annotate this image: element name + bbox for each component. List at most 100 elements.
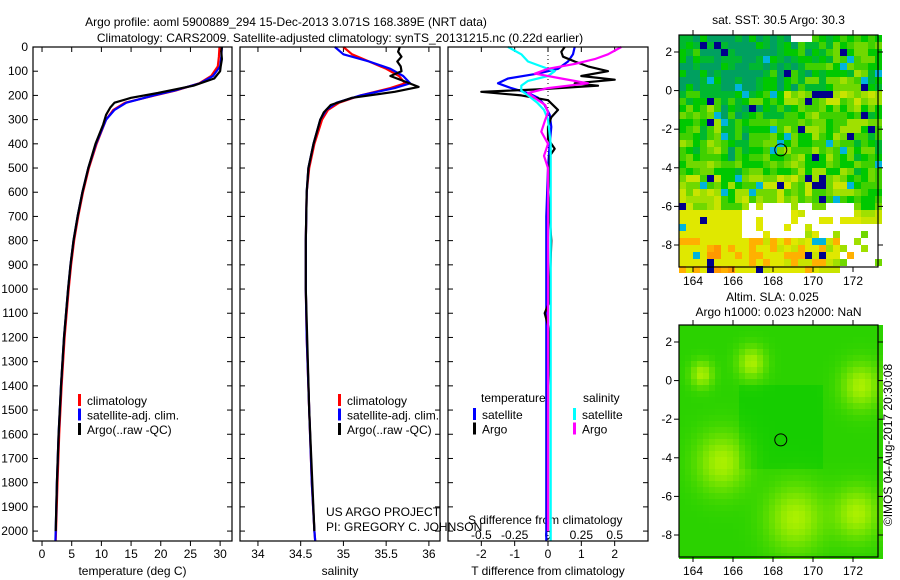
x-tick-label: 10	[95, 547, 109, 561]
y-tick-label: 1400	[1, 379, 28, 393]
map-y-tick-label: -2	[661, 412, 672, 426]
map-y-tick-label: 2	[665, 335, 672, 349]
legend-swatch	[473, 422, 476, 435]
map-field	[679, 325, 883, 559]
legend-label: satellite-adj. clim.	[87, 409, 179, 423]
legend: temperature salinitysatelliteArgosatellit…	[473, 391, 623, 437]
legend-label: Argo	[482, 423, 508, 437]
map-frame	[678, 34, 879, 268]
map-x-tick-label: 168	[763, 564, 783, 578]
y-tick-label: 1700	[1, 451, 28, 465]
y-tick-label: 1300	[1, 355, 28, 369]
x-tick-label: 35	[337, 547, 351, 561]
legend-label: Argo	[582, 423, 608, 437]
plot-frame	[447, 46, 649, 542]
legend-label: satellite	[482, 408, 523, 422]
y-tick-label: 200	[8, 88, 28, 102]
y-tick-label: 900	[8, 258, 28, 272]
x-tick-label: 35.5	[374, 547, 398, 561]
argo-position-marker	[774, 143, 788, 157]
map-y-tick-label: -6	[661, 489, 672, 503]
argo-position-marker	[774, 433, 788, 447]
x-tick-label: 5	[68, 547, 75, 561]
series-s-argo	[526, 46, 622, 532]
map-y-tick-label: -8	[661, 238, 672, 252]
x-axis-label: T difference from climatology	[471, 564, 625, 578]
figure-title-line1: Argo profile: aoml 5900889_294 15-Dec-20…	[85, 15, 487, 29]
legend-swatch	[338, 408, 341, 421]
map-x-tick-label: 170	[803, 274, 823, 288]
map-x-tick-label: 172	[843, 564, 863, 578]
y-tick-label: 1000	[1, 282, 28, 296]
legend-swatch	[573, 422, 576, 435]
s-tick-label: 0	[545, 528, 552, 542]
legend-label: climatology	[347, 394, 407, 408]
legend-header-temperature: temperature	[481, 391, 546, 405]
legend-swatch	[338, 394, 341, 406]
imos-stamp: ©IMOS 04-Aug-2017 20:30:08	[881, 364, 895, 527]
x-tick-label: 2	[611, 547, 618, 561]
x-tick-label: 20	[154, 547, 168, 561]
map-title: sat. SST: 30.5 Argo: 30.3	[712, 13, 845, 27]
legend-swatch	[573, 408, 576, 420]
map-x-tick-label: 166	[723, 564, 743, 578]
map-y-tick-label: -2	[661, 122, 672, 136]
map-x-tick-label: 166	[723, 274, 743, 288]
x-tick-label: 30	[213, 547, 227, 561]
figure-title-line2: Climatology: CARS2009. Satellite-adjuste…	[97, 31, 583, 45]
plot-frame	[239, 46, 441, 542]
map-y-tick-label: -8	[661, 528, 672, 542]
legend-header-salinity: salinity	[583, 391, 620, 405]
project-label: US ARGO PROJECT	[326, 505, 441, 519]
x-tick-label: 0	[545, 547, 552, 561]
plot-frame	[32, 46, 233, 542]
panel-salinity: 34 34.5 35 35.5 36 salinity climatologysatelli…	[239, 46, 441, 578]
map-y-tick-label: -4	[661, 451, 672, 465]
legend-swatch	[78, 408, 81, 421]
map-subtitle: Argo h1000: 0.023 h2000: NaN	[695, 305, 861, 319]
series-climatology	[54, 46, 221, 542]
y-tick-label: 1800	[1, 476, 28, 490]
legend-swatch	[78, 394, 81, 406]
legend-label: climatology	[87, 394, 147, 408]
map-sst: 164 166 168 170 172 2 0 -2 -4 -6 -8 sat. SST: 30.5 …	[661, 13, 883, 288]
series-argo	[304, 46, 420, 532]
x-tick-label: 25	[184, 547, 198, 561]
y-tick-label: 0	[21, 40, 28, 54]
x-tick-label: 34	[251, 547, 265, 561]
map-y-tick-label: 2	[665, 45, 672, 59]
s-tick-label: -0.25	[501, 528, 529, 542]
series-s-satellite	[507, 46, 556, 541]
y-tick-label: 500	[8, 161, 28, 175]
y-tick-label: 100	[8, 64, 28, 78]
y-tick-label: 700	[8, 209, 28, 223]
map-panels: 164 166 168 170 172 2 0 -2 -4 -6 -8 sat. SST: 30.5 …	[661, 13, 883, 578]
panel-temperature: 0100200300400500600700800900100011001200…	[1, 40, 233, 578]
series-satellite-adj-clim-	[54, 46, 223, 542]
map-x-tick-label: 164	[683, 564, 703, 578]
map-x-tick-label: 170	[803, 564, 823, 578]
x-tick-label: 15	[124, 547, 138, 561]
y-tick-label: 400	[8, 137, 28, 151]
pi-label: PI: GREGORY C. JOHNSON	[326, 520, 482, 534]
legend-swatch	[338, 423, 341, 435]
map-x-tick-label: 172	[843, 274, 863, 288]
legend-swatch	[78, 423, 81, 435]
legend-label: Argo(..raw -QC)	[347, 423, 432, 437]
series-argo	[54, 46, 223, 532]
map-y-tick-label: 0	[665, 84, 672, 98]
s-tick-label: -0.5	[471, 528, 492, 542]
legend-swatch	[473, 408, 476, 420]
map-title: Altim. SLA: 0.025	[726, 290, 819, 304]
y-tick-label: 1200	[1, 330, 28, 344]
map-y-tick-label: 0	[665, 374, 672, 388]
map-x-tick-label: 164	[683, 274, 703, 288]
x-tick-label: 1	[578, 547, 585, 561]
y-tick-label: 1500	[1, 403, 28, 417]
y-tick-label: 1900	[1, 500, 28, 514]
legend-label: satellite	[582, 408, 623, 422]
y-tick-label: 1100	[2, 306, 28, 320]
